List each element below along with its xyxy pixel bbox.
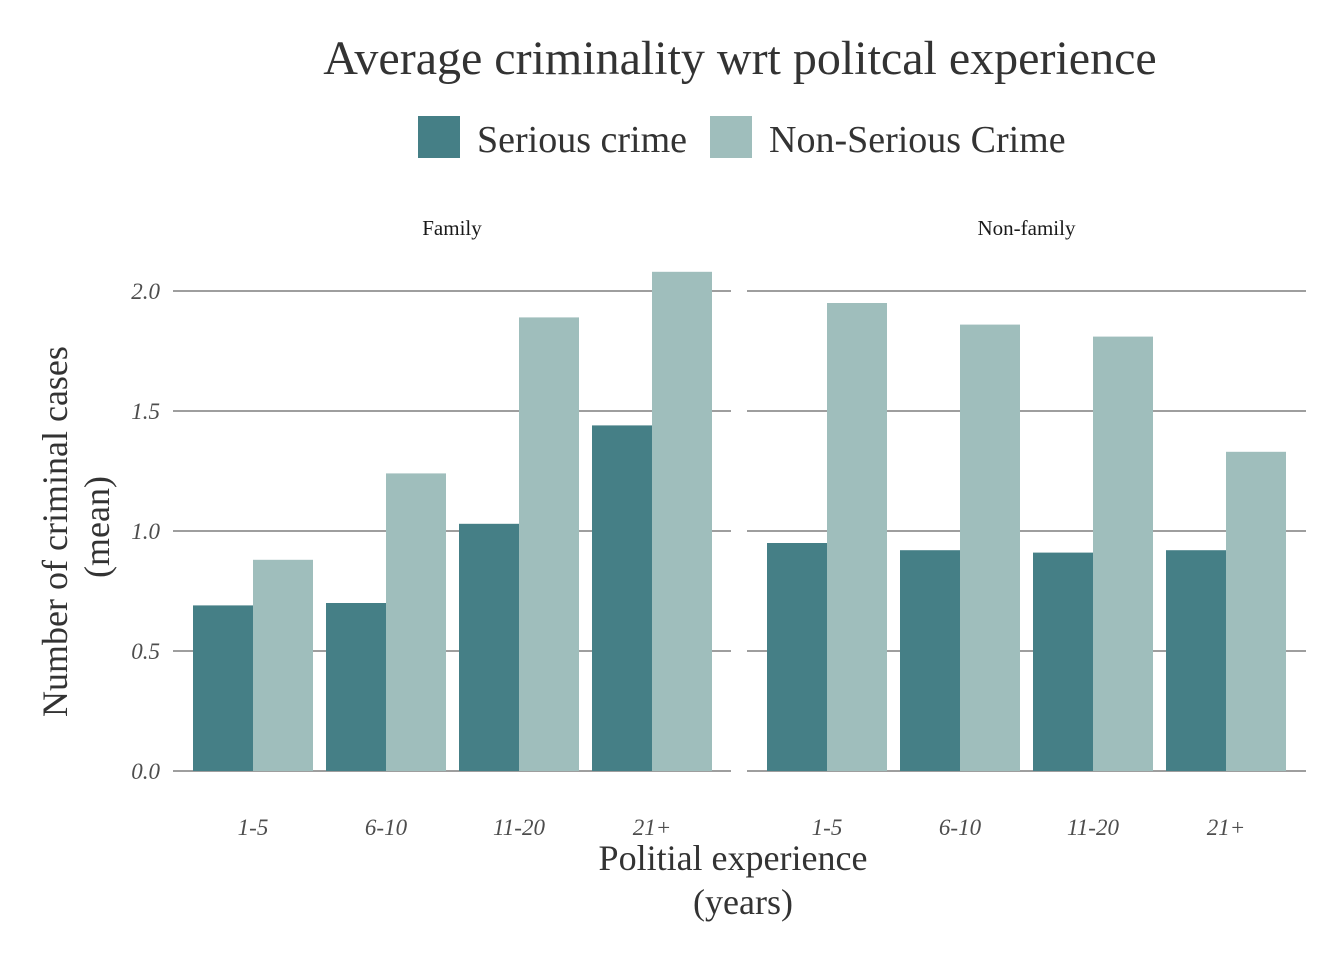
chart-title: Average criminality wrt politcal experie… (323, 32, 1156, 85)
y-tick-label: 0.0 (131, 759, 160, 784)
x-tick-label: 11-20 (493, 815, 545, 840)
bar-family-non-serious-crime (652, 271, 712, 771)
legend-label-serious-crime: Serious crime (477, 119, 687, 161)
legend-swatch-non-serious-crime (710, 116, 752, 158)
bar-family-non-serious-crime (253, 559, 313, 771)
bar-family-serious-crime (326, 603, 386, 771)
y-tick-label: 0.5 (131, 639, 160, 664)
bar-non-family-serious-crime (900, 550, 960, 771)
bar-family-non-serious-crime (386, 473, 446, 771)
x-tick-label: 1-5 (238, 815, 269, 840)
bar-non-family-non-serious-crime (1226, 451, 1286, 771)
panel-label-family: Family (422, 216, 482, 240)
y-tick-label: 2.0 (131, 279, 160, 304)
y-tick-label: 1.5 (131, 399, 160, 424)
x-tick-label: 11-20 (1067, 815, 1119, 840)
panel-label-non-family: Non-family (978, 216, 1076, 240)
bar-family-serious-crime (592, 425, 652, 771)
x-tick-label: 1-5 (812, 815, 843, 840)
plot-area: 0.0 0.5 1.0 1.5 2.0 Family 1-5 6-10 11-20 21+ Non-… (131, 216, 1306, 840)
bar-non-family-non-serious-crime (960, 324, 1020, 771)
x-axis-title-line-2: (years) (693, 882, 793, 922)
legend: Serious crime Non-Serious Crime (418, 116, 1066, 161)
x-tick-label: 21+ (1207, 815, 1246, 840)
bar-non-family-non-serious-crime (1093, 336, 1153, 771)
bar-non-family-non-serious-crime (827, 303, 887, 771)
legend-label-non-serious-crime: Non-Serious Crime (769, 119, 1066, 161)
y-tick-label: 1.0 (131, 519, 160, 544)
y-axis-title-line-1: Number of criminal cases (35, 346, 75, 717)
bar-family-serious-crime (459, 523, 519, 771)
bar-family-serious-crime (193, 605, 253, 771)
legend-swatch-serious-crime (418, 116, 460, 158)
x-axis-title-line-1: Politial experience (599, 838, 868, 878)
bar-non-family-serious-crime (767, 543, 827, 771)
y-axis-title: Number of criminal cases (mean) (35, 337, 117, 717)
x-tick-label: 21+ (633, 815, 672, 840)
y-axis-title-line-2: (mean) (77, 476, 117, 578)
bar-family-non-serious-crime (519, 317, 579, 771)
bar-non-family-serious-crime (1033, 552, 1093, 771)
x-tick-label: 6-10 (939, 815, 982, 840)
x-tick-label: 6-10 (365, 815, 408, 840)
bar-non-family-serious-crime (1166, 550, 1226, 771)
